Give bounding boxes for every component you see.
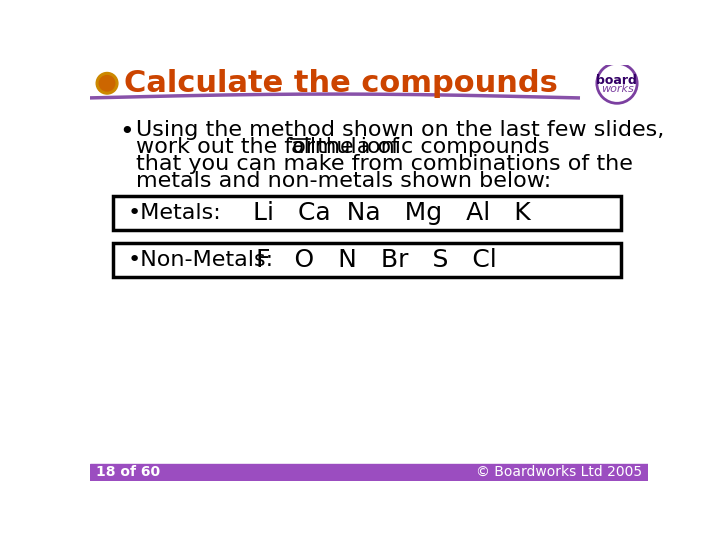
Text: works: works bbox=[600, 84, 634, 94]
Text: all: all bbox=[291, 137, 317, 157]
Text: Using the method shown on the last few slides,: Using the method shown on the last few s… bbox=[137, 120, 665, 140]
FancyBboxPatch shape bbox=[113, 197, 621, 231]
Text: •: • bbox=[120, 120, 134, 144]
Text: board: board bbox=[595, 73, 636, 87]
Text: •Non-Metals:: •Non-Metals: bbox=[127, 249, 274, 269]
Text: the ionic compounds: the ionic compounds bbox=[310, 137, 550, 157]
Circle shape bbox=[99, 76, 114, 91]
Text: © Boardworks Ltd 2005: © Boardworks Ltd 2005 bbox=[476, 465, 642, 479]
Bar bbox=[90, 464, 648, 481]
Text: work out the formula of: work out the formula of bbox=[137, 137, 407, 157]
FancyBboxPatch shape bbox=[113, 242, 621, 276]
Circle shape bbox=[96, 72, 118, 94]
Text: 18 of 60: 18 of 60 bbox=[96, 465, 161, 479]
Text: Li   Ca  Na   Mg   Al   K: Li Ca Na Mg Al K bbox=[253, 201, 531, 225]
Circle shape bbox=[597, 63, 637, 103]
Text: metals and non-metals shown below:: metals and non-metals shown below: bbox=[137, 171, 552, 191]
Text: that you can make from combinations of the: that you can make from combinations of t… bbox=[137, 154, 634, 174]
Text: F   O   N   Br   S   Cl: F O N Br S Cl bbox=[256, 248, 497, 272]
Text: •Metals:: •Metals: bbox=[127, 204, 221, 224]
Text: Calculate the compounds: Calculate the compounds bbox=[124, 69, 558, 98]
